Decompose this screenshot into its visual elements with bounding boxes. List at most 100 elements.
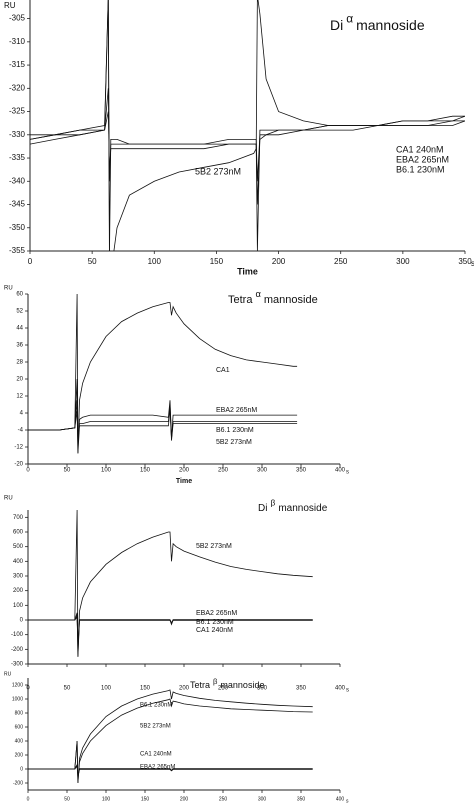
x-tick-label: 50 — [64, 796, 70, 802]
x-tick-label: 350 — [296, 468, 307, 474]
chart-title: Di α mannoside — [330, 12, 425, 33]
series-label: B6.1 230nM — [140, 703, 172, 709]
title-part: α — [346, 12, 353, 26]
y-tick-label: -335 — [9, 153, 26, 162]
x-tick-label: 150 — [141, 796, 150, 802]
x-tick-label: 50 — [64, 686, 71, 692]
x-unit: s — [346, 798, 349, 804]
x-label: Time — [176, 478, 192, 485]
x-tick-label: 200 — [179, 468, 190, 474]
series-label: 5B2 273nM — [195, 166, 241, 176]
series-label: EBA2 265nM — [196, 610, 237, 617]
sensorgram-line — [28, 698, 313, 784]
x-tick-label: 300 — [257, 468, 268, 474]
sensorgram-line — [28, 615, 313, 643]
y-tick-label: 1200 — [12, 682, 23, 688]
y-tick-label: 60 — [16, 292, 23, 298]
y-tick-label: 36 — [16, 343, 23, 349]
y-tick-label: -340 — [9, 176, 26, 185]
series-label: CA1 240nM — [140, 752, 172, 758]
y-tick-label: 0 — [20, 766, 23, 772]
x-unit: s — [346, 470, 349, 476]
y-tick-label: 0 — [20, 618, 24, 624]
title-part: β — [270, 498, 275, 508]
y-tick-label: 28 — [16, 360, 23, 366]
y-tick-label: 700 — [13, 515, 24, 521]
y-tick-label: -100 — [11, 632, 24, 638]
sensorgram-line — [30, 0, 465, 251]
y-tick-label: 100 — [13, 603, 24, 609]
y-tick-label: 20 — [16, 377, 23, 383]
x-unit: s — [346, 688, 349, 694]
x-tick-label: 150 — [210, 257, 224, 266]
series-label: 5B2 273nM — [216, 439, 252, 446]
y-tick-label: 400 — [13, 559, 24, 565]
y-tick-label: -300 — [11, 662, 24, 668]
y-tick-label: -355 — [9, 246, 26, 255]
y-tick-label: -345 — [9, 200, 26, 209]
x-tick-label: 150 — [140, 468, 151, 474]
y-tick-label: 1000 — [12, 696, 23, 702]
x-tick-label: 200 — [180, 796, 189, 802]
chart-panel: 1200 1000 800 600 400 200 0 -200 0 50 100 150 200 250… — [4, 671, 349, 804]
title-part: Tetra — [228, 294, 253, 306]
series-label: 5B2 273nM — [196, 543, 232, 550]
chart-title: Tetra α mannoside — [228, 290, 318, 306]
x-tick-label: 400 — [335, 686, 346, 692]
series-label: CA1 — [216, 367, 230, 374]
series-label: 5B2 273nM — [140, 724, 171, 730]
title-part: Di — [330, 17, 343, 33]
x-tick-label: 300 — [396, 257, 410, 266]
y-tick-label: -350 — [9, 223, 26, 232]
y-tick-label: -20 — [14, 462, 23, 468]
x-tick-label: 250 — [219, 796, 228, 802]
x-tick-label: 0 — [27, 796, 30, 802]
series-label: B6.1 230nM — [396, 164, 445, 174]
x-tick-label: 400 — [335, 468, 346, 474]
x-tick-label: 350 — [297, 796, 306, 802]
y-tick-label: 52 — [16, 309, 23, 315]
y-unit: RU — [4, 1, 16, 10]
x-tick-label: 200 — [179, 686, 190, 692]
sensorgram-line — [28, 510, 313, 657]
sensorgram-line — [28, 765, 313, 778]
series-label: B6.1 230nM — [216, 427, 254, 434]
x-tick-label: 150 — [140, 686, 151, 692]
y-tick-label: -325 — [9, 107, 26, 116]
x-tick-label: 250 — [334, 257, 348, 266]
title-part: α — [255, 290, 261, 300]
chart-panel: 60 52 44 36 28 20 12 4 -4 -12 -200 50 100 150 200 250 30… — [4, 286, 349, 485]
x-tick-label: 350 — [296, 686, 307, 692]
title-part: Di — [258, 503, 267, 514]
y-tick-label: -315 — [9, 60, 26, 69]
series-label: B6.1 230nM — [196, 619, 234, 626]
y-tick-label: -12 — [14, 445, 23, 451]
title-part: mannoside — [356, 17, 425, 33]
x-tick-label: 0 — [28, 257, 33, 266]
y-tick-label: 800 — [15, 710, 24, 716]
sensorgram-line — [28, 294, 298, 454]
sensorgram-line — [28, 408, 298, 454]
series-label: EBA2 265nM — [216, 407, 257, 414]
chart-title: Di β mannoside — [258, 498, 328, 514]
x-tick-label: 100 — [148, 257, 162, 266]
y-tick-label: -200 — [11, 647, 24, 653]
x-tick-label: 300 — [257, 686, 268, 692]
y-tick-label: 600 — [13, 530, 24, 536]
x-tick-label: 50 — [88, 257, 97, 266]
y-tick-label: -310 — [9, 37, 26, 46]
x-tick-label: 100 — [101, 686, 112, 692]
chart-panel: -305 -310 -315 -320 -325 -330 -335 -340 -345 -350… — [4, 0, 474, 276]
series-label: EBA2 265nM — [140, 765, 175, 771]
y-tick-label: 400 — [15, 738, 24, 744]
x-tick-label: 50 — [64, 468, 71, 474]
y-tick-label: 300 — [13, 574, 24, 580]
title-part: mannoside — [264, 294, 318, 306]
title-part: Tetra — [190, 680, 210, 690]
x-tick-label: 100 — [101, 468, 112, 474]
y-tick-label: 4 — [20, 411, 24, 417]
y-tick-label: -320 — [9, 83, 26, 92]
y-unit: RU — [4, 286, 13, 292]
y-tick-label: 12 — [16, 394, 23, 400]
